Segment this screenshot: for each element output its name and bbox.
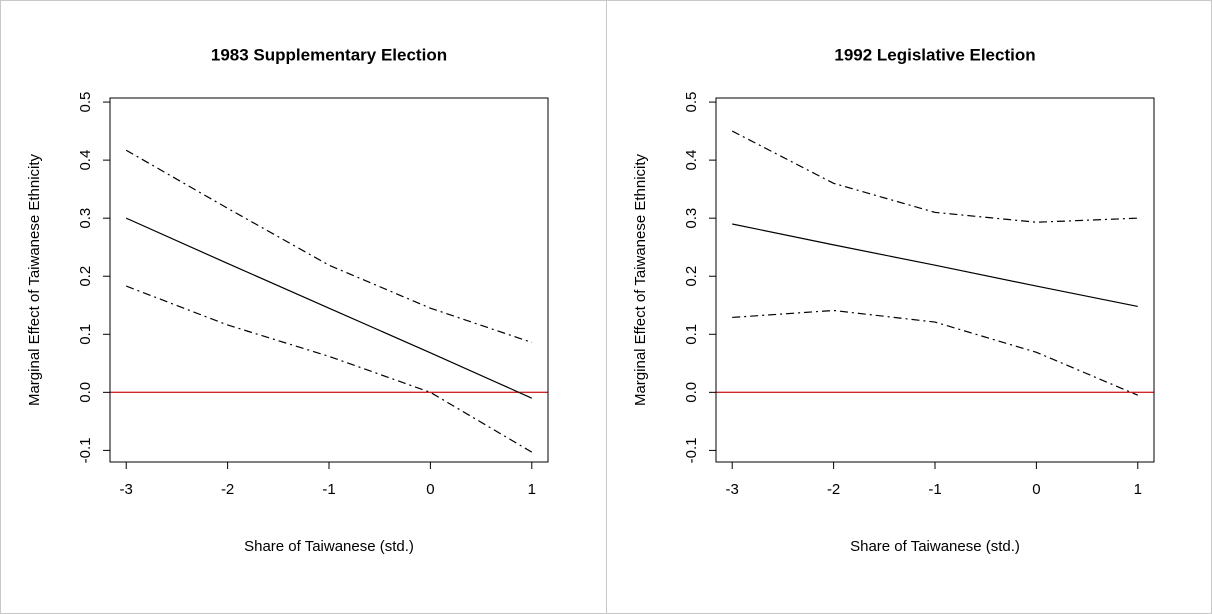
x-tick-label: -2 <box>827 481 840 498</box>
y-tick-label: 0.2 <box>77 266 94 287</box>
chart-title: 1983 Supplementary Election <box>211 45 447 64</box>
series-line <box>126 285 533 453</box>
x-axis-label: Share of Taiwanese (std.) <box>850 538 1020 555</box>
y-tick-label: 0.4 <box>77 150 94 171</box>
y-tick-label: 0.3 <box>77 208 94 229</box>
y-tick-label: 0.1 <box>683 324 700 345</box>
x-tick-label: 1 <box>528 481 536 498</box>
series-line <box>125 149 532 343</box>
x-axis-label: Share of Taiwanese (std.) <box>244 538 414 555</box>
y-tick-label: 0.4 <box>683 150 700 171</box>
series-line <box>732 309 1139 396</box>
x-tick-label: -3 <box>120 481 133 498</box>
y-axis-label: Marginal Effect of Taiwanese Ethnicity <box>26 153 43 406</box>
plot-frame <box>109 97 549 463</box>
chart-title: 1992 Legislative Election <box>834 45 1035 64</box>
x-tick-label: -2 <box>221 481 234 498</box>
y-tick-label: 0.3 <box>683 208 700 229</box>
x-tick-label: 1 <box>1134 481 1142 498</box>
series-line <box>731 130 1138 223</box>
y-tick-label: 0.0 <box>77 382 94 403</box>
x-tick-label: 0 <box>426 481 434 498</box>
y-tick-label: 0.5 <box>683 92 700 113</box>
y-axis-label: Marginal Effect of Taiwanese Ethnicity <box>632 153 649 406</box>
chart-panel: 1992 Legislative Election Share of Taiwan… <box>632 45 1155 555</box>
y-tick-label: 0.2 <box>683 266 700 287</box>
series-line <box>732 223 1138 308</box>
x-tick-label: -3 <box>726 481 739 498</box>
y-tick-label: 0.1 <box>77 324 94 345</box>
y-tick-label: 0.5 <box>77 92 94 113</box>
plot-frame <box>715 97 1155 463</box>
chart-panel: 1983 Supplementary Election Share of Taiw… <box>26 45 549 555</box>
x-tick-label: -1 <box>928 481 941 498</box>
series-line <box>125 217 533 399</box>
x-tick-label: 0 <box>1032 481 1040 498</box>
y-tick-label: -0.1 <box>683 437 700 463</box>
x-tick-label: -1 <box>322 481 335 498</box>
y-tick-label: 0.0 <box>683 382 700 403</box>
y-tick-label: -0.1 <box>77 437 94 463</box>
